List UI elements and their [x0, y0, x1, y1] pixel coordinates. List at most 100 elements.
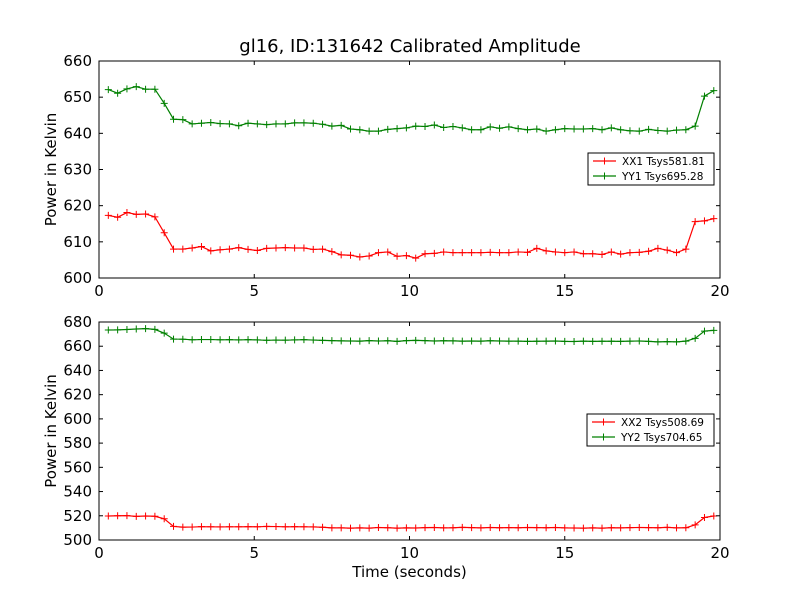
bottom-series-1-point [365, 524, 373, 532]
bottom-series-1-point [589, 524, 597, 532]
top-series-1-point [673, 249, 681, 257]
top-series-1-point [663, 246, 671, 254]
top-series-2-point [421, 122, 429, 130]
bottom-series-2-point [235, 336, 243, 344]
bottom-legend-label-2: YY2 Tsys704.65 [620, 432, 702, 444]
top-series-2-point [607, 124, 615, 132]
top-series-2-point [496, 124, 504, 132]
chart-title: gl16, ID:131642 Calibrated Amplitude [239, 36, 580, 57]
top-series-1-point [374, 249, 382, 257]
bottom-series-2-point [104, 326, 112, 334]
top-series-2-point [337, 121, 345, 129]
bottom-series-2-point [291, 336, 299, 344]
top-series-1-point [309, 245, 317, 253]
bottom-series-1-point [114, 512, 122, 520]
top-series-1-point [300, 244, 308, 252]
top-series-1-point [449, 249, 457, 257]
top-series-1-point [421, 250, 429, 258]
bottom-series-1-point [281, 523, 289, 531]
bottom-series-1-point [244, 523, 252, 531]
top-series-2-point [374, 127, 382, 135]
top-series-1-point [197, 243, 205, 251]
bottom-series-2-point [281, 336, 289, 344]
bottom-series-2-point [654, 338, 662, 346]
top-series-2-point [505, 123, 513, 131]
bottom-series-1-point [160, 515, 168, 523]
top-series-1-point [598, 250, 606, 258]
top-x-tick-label: 15 [555, 282, 574, 300]
top-series-2-point [663, 127, 671, 135]
top-series-2-point [151, 85, 159, 93]
bottom-series-2-point [710, 326, 718, 334]
bottom-series-2-point [468, 337, 476, 345]
top-series-1-point [477, 249, 485, 257]
bottom-series-2-point [579, 337, 587, 345]
bottom-series-1-point [216, 523, 224, 531]
top-series-2-point [142, 85, 150, 93]
top-series-1-point [160, 229, 168, 237]
bottom-series-1-point [337, 524, 345, 532]
top-series-1-point [263, 244, 271, 252]
top-series-2-point [207, 118, 215, 126]
bottom-y-tick-label: 500 [63, 531, 92, 549]
top-subplot: 0 5 10 15 20 600 610 620 630 640 650 660 Power in K… [42, 52, 730, 300]
bottom-series-1-point [188, 523, 196, 531]
top-series-2-point [160, 99, 168, 107]
bottom-series-2-point [179, 335, 187, 343]
top-series-2-point [104, 86, 112, 94]
bottom-series-2-point [607, 337, 615, 345]
bottom-series-1-point [505, 524, 513, 532]
top-x-tick-label: 5 [249, 282, 259, 300]
top-series-1-point [626, 249, 634, 257]
top-series-1-point [319, 245, 327, 253]
bottom-series-2-point [421, 337, 429, 345]
top-series-1-point [645, 247, 653, 255]
top-series-2-point [682, 126, 690, 134]
top-series-1-point [170, 245, 178, 253]
top-series-2-point [486, 123, 494, 131]
bottom-y-tick-label: 640 [63, 361, 92, 379]
bottom-series-2-point [160, 329, 168, 337]
top-series-1-point [393, 252, 401, 260]
bottom-series-1-point [468, 524, 476, 532]
bottom-series-2-point [347, 337, 355, 345]
top-series-1-point [691, 218, 699, 226]
top-series-1-point [570, 248, 578, 256]
bottom-y-axis-label: Power in Kelvin [42, 374, 60, 488]
top-x-tick-label: 0 [94, 282, 104, 300]
top-plot-frame [98, 60, 721, 279]
bottom-series-1-point [328, 524, 336, 532]
bottom-series-2-point [337, 337, 345, 345]
top-series-1-point [561, 249, 569, 257]
bottom-y-tick-label: 680 [63, 313, 92, 331]
top-series-1-point [682, 245, 690, 253]
bottom-x-tick-label: 10 [400, 544, 419, 562]
bottom-series-1-point [626, 524, 634, 532]
top-series-1-point [654, 244, 662, 252]
top-series-2-point [477, 126, 485, 134]
bottom-series-2-point [598, 337, 606, 345]
bottom-series-1-point [561, 524, 569, 532]
top-series-2-point [579, 125, 587, 133]
top-series-2-point [197, 119, 205, 127]
bottom-plot-frame [98, 321, 721, 541]
top-series-1-point [123, 209, 131, 217]
bottom-series-2-point [449, 337, 457, 345]
top-series-2-point [272, 120, 280, 128]
top-series-1-point [235, 244, 243, 252]
top-y-tick-label: 610 [63, 233, 92, 251]
bottom-series-2-point [682, 337, 690, 345]
bottom-series-1-point [449, 524, 457, 532]
top-series-1-point [430, 249, 438, 257]
bottom-series-2-point [272, 336, 280, 344]
bottom-legend-marker-1 [600, 418, 607, 426]
top-series-1-point [216, 246, 224, 254]
bottom-series-2-point [645, 337, 653, 345]
top-series-1-point [337, 251, 345, 259]
top-series-2-point [533, 125, 541, 133]
bottom-series-1-point [691, 521, 699, 529]
bottom-series-1-point [551, 524, 559, 532]
bottom-series-2-point [458, 337, 466, 345]
bottom-series-2-point [533, 337, 541, 345]
top-series-2-point [225, 120, 233, 128]
